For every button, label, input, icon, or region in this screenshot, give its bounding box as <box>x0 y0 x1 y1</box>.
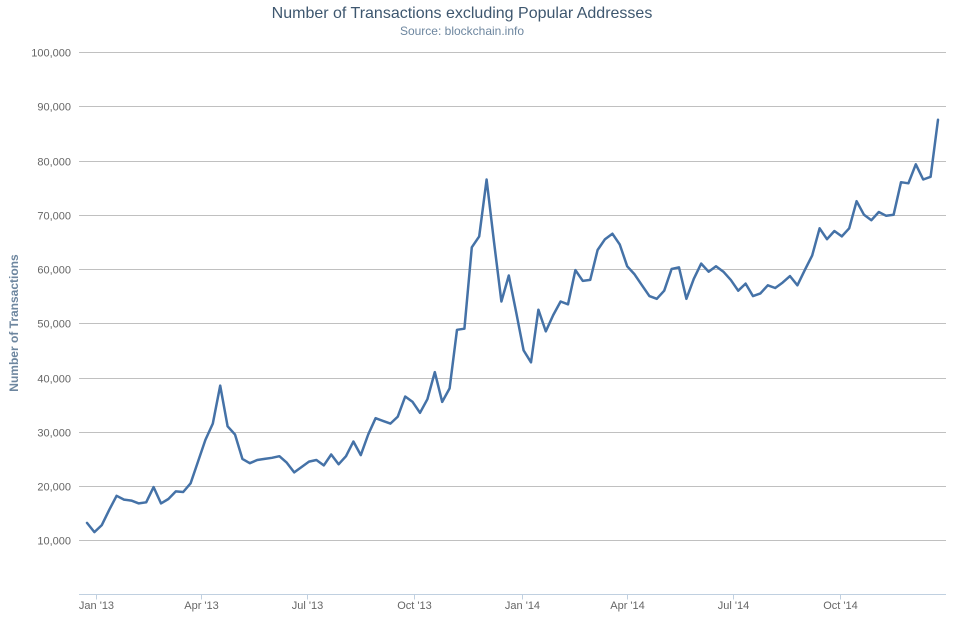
y-tick-label: 50,000 <box>37 319 71 331</box>
y-tick-label: 100,000 <box>31 48 71 60</box>
series-line[interactable] <box>85 118 940 534</box>
y-tick-label: 20,000 <box>37 482 71 494</box>
y-axis-label: Number of Transactions <box>7 254 21 392</box>
x-tick-label: Apr '13 <box>184 600 219 612</box>
x-tick-label: Jan '14 <box>505 600 540 612</box>
chart-title: Number of Transactions excluding Popular… <box>271 5 653 22</box>
gridlines <box>79 52 946 541</box>
y-tick-label: 70,000 <box>37 211 71 223</box>
x-tick-label: Jul '13 <box>292 600 323 612</box>
y-tick-label: 30,000 <box>37 428 71 440</box>
y-axis-ticks: 10,000 20,000 30,000 40,000 50,000 60,000 70,0… <box>31 48 71 548</box>
y-tick-label: 80,000 <box>37 157 71 169</box>
x-axis-ticks: Jan '13 Apr '13 Jul '13 Oct '13 Jan '14 Apr '… <box>79 594 858 612</box>
y-tick-label: 40,000 <box>37 374 71 386</box>
y-tick-label: 60,000 <box>37 265 71 277</box>
chart-subtitle: Source: blockchain.info <box>399 24 525 38</box>
x-tick-label: Jul '14 <box>718 600 749 612</box>
y-tick-label: 90,000 <box>37 102 71 114</box>
x-tick-label: Jan '13 <box>79 600 114 612</box>
x-tick-label: Oct '14 <box>823 600 858 612</box>
x-tick-label: Oct '13 <box>397 600 432 612</box>
x-tick-label: Apr '14 <box>610 600 645 612</box>
y-tick-label: 10,000 <box>37 536 71 548</box>
